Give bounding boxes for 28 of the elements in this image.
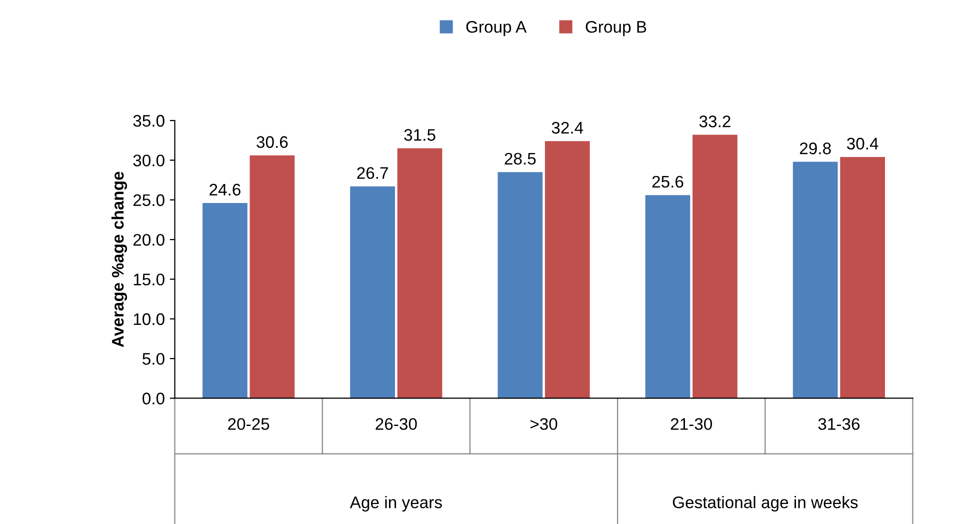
y-axis-title: Average %age change [111, 172, 128, 348]
text: Gestational age in weeks [672, 496, 858, 512]
data-label: 33.2 [699, 116, 730, 128]
data-label: 28.5 [504, 152, 536, 165]
y-tick-label: 15.0 [134, 274, 164, 286]
y-tick-label: 25.0 [133, 194, 164, 206]
y-tick-label: 5.0 [142, 352, 164, 365]
data-label: 25.6 [652, 176, 684, 188]
y-tick-label: 30.0 [133, 154, 164, 166]
y-tick-label: 10.0 [134, 313, 164, 326]
x-tick-label: 26-30 [376, 418, 417, 430]
x-tick-label: 20-25 [228, 418, 270, 430]
data-label: 31.5 [404, 129, 436, 141]
data-label: 30.4 [846, 138, 878, 150]
x-tick-label: 31-36 [818, 418, 860, 430]
x-tick-label: >30 [530, 418, 558, 430]
data-label: 24.6 [210, 184, 240, 196]
y-tick-label: 20.0 [133, 234, 164, 246]
data-label: 29.8 [800, 142, 831, 154]
data-label: 32.4 [552, 122, 584, 134]
legend-label: Group A [466, 20, 527, 36]
data-label: 26.7 [357, 167, 388, 179]
data-label: 30.6 [256, 136, 288, 148]
x-tick-label: 21-30 [670, 418, 712, 430]
y-tick-label: 0.0 [142, 392, 164, 404]
text: Age in years [350, 496, 442, 512]
y-tick-label: 35.0 [133, 114, 164, 127]
legend-label: Group B [586, 20, 646, 36]
